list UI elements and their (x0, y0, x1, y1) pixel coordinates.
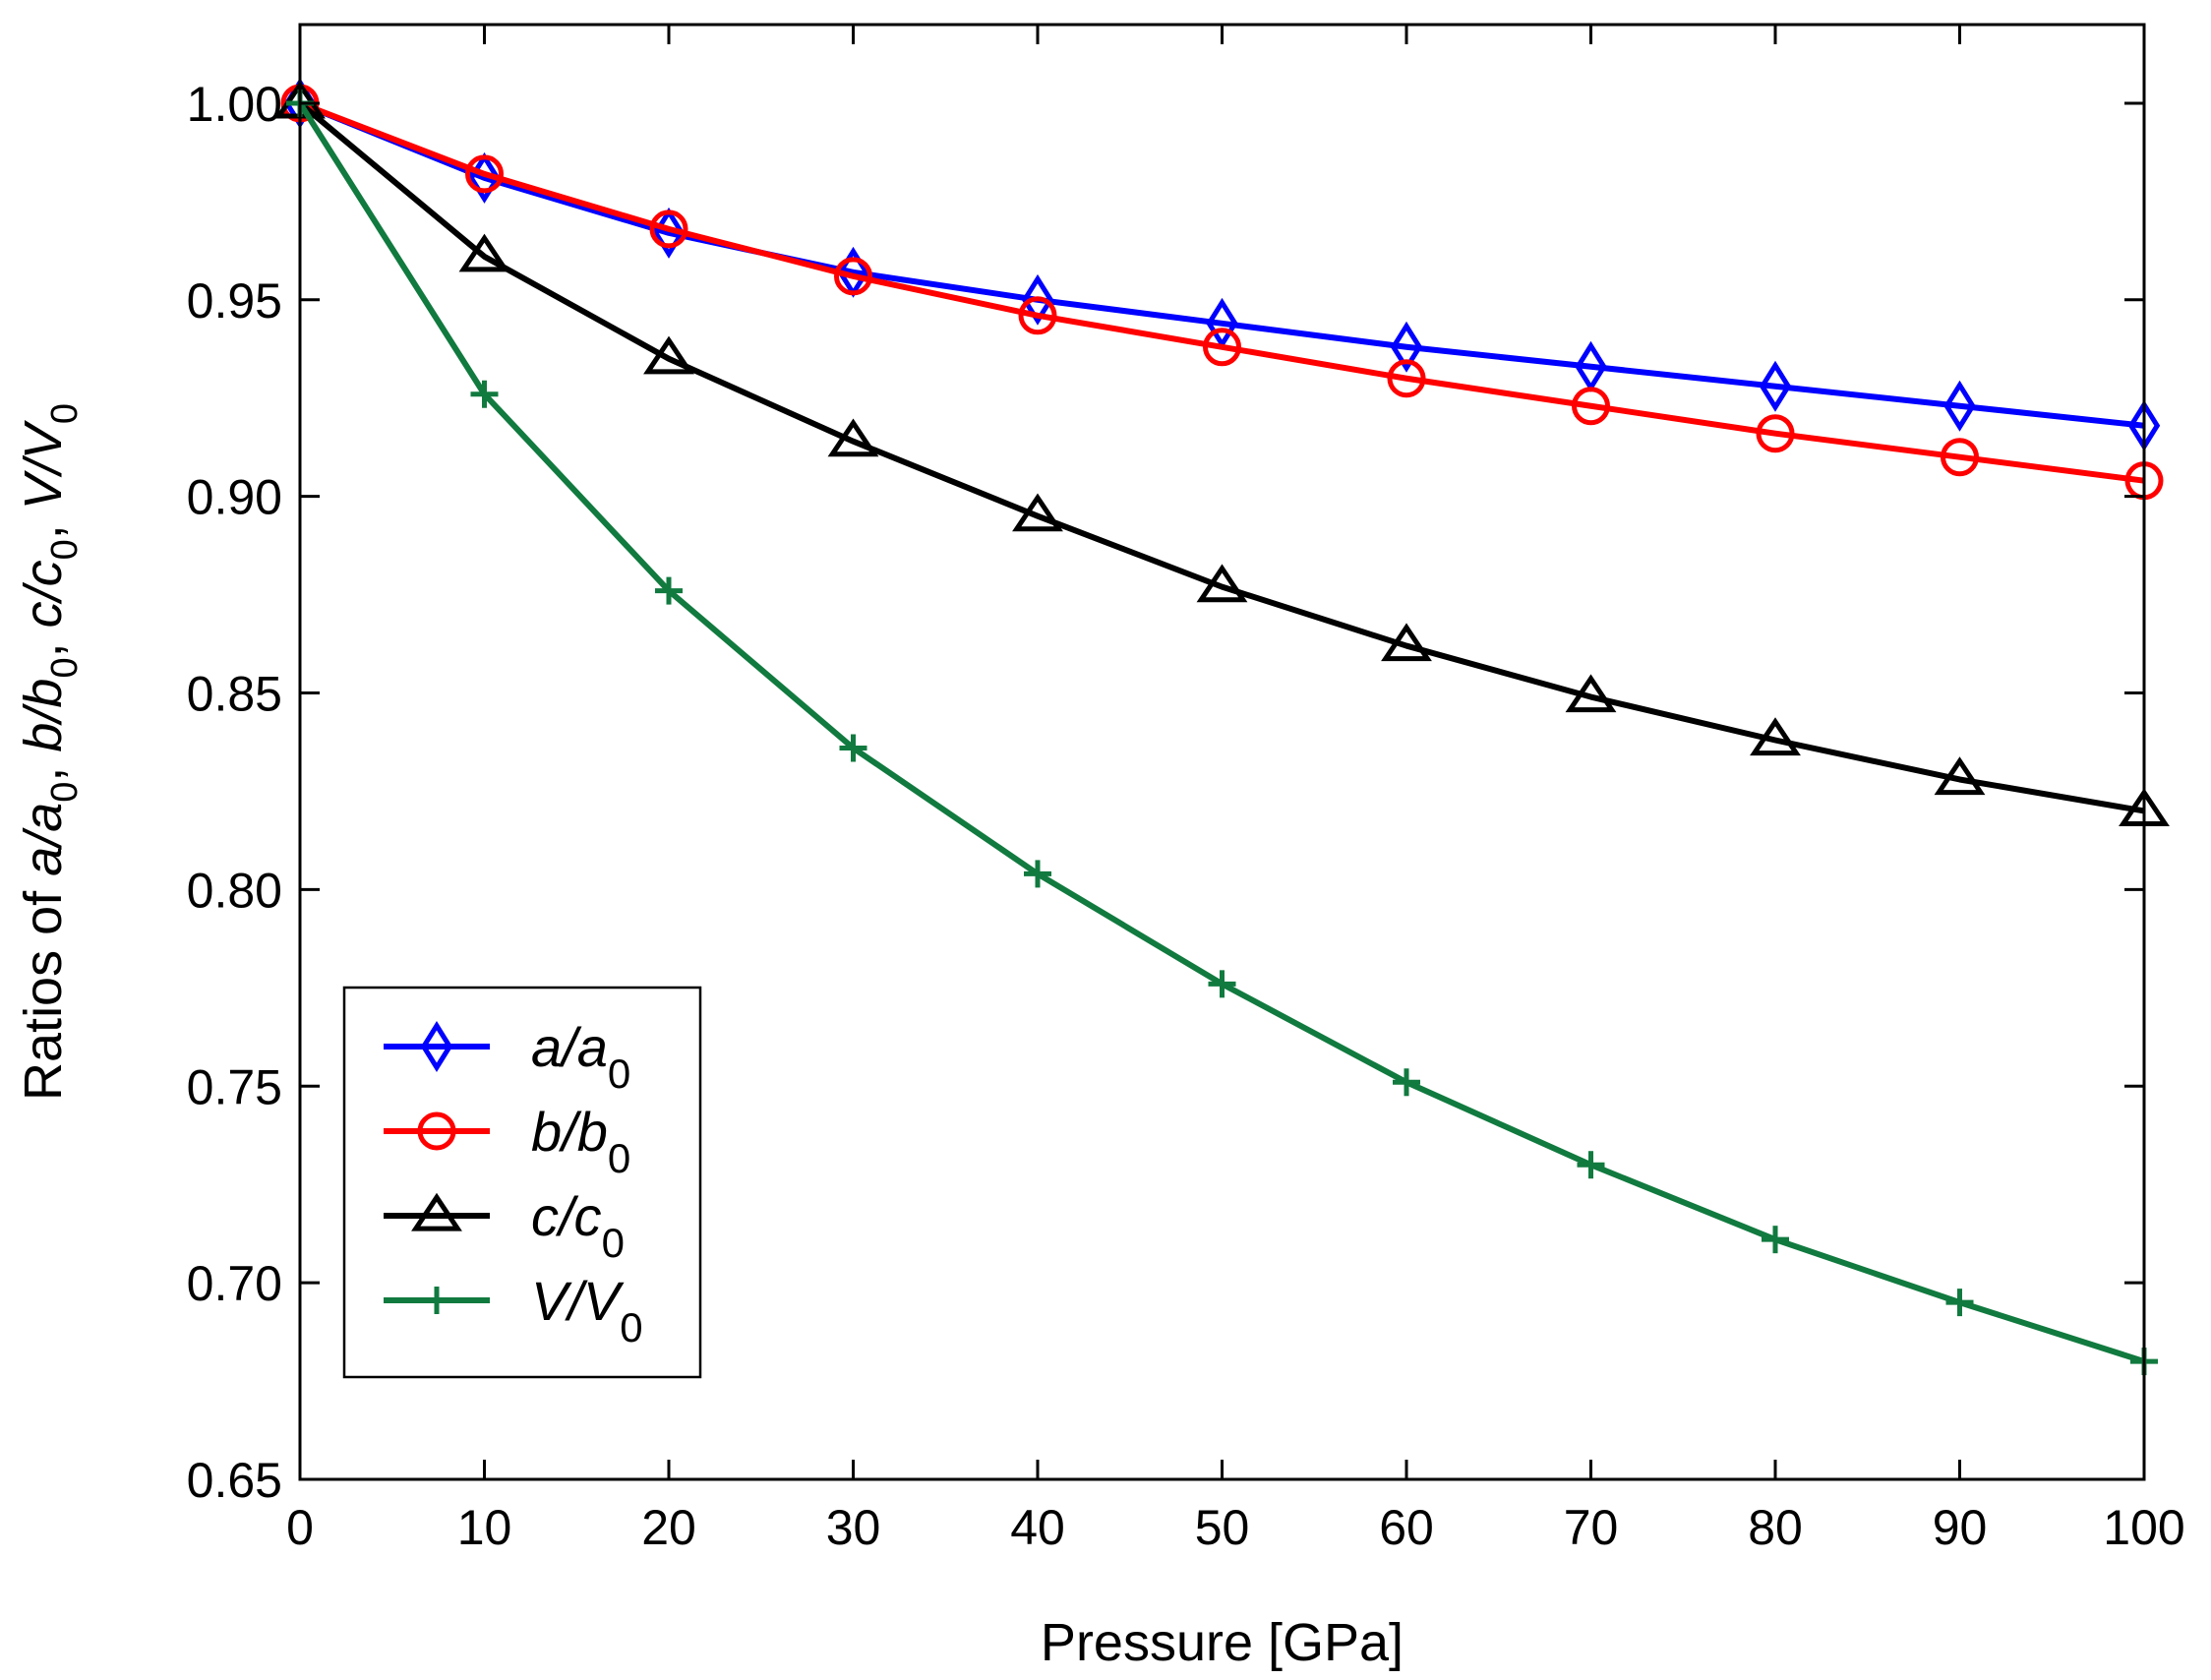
x-tick-label: 80 (1748, 1500, 1803, 1555)
point-2-1 (458, 233, 510, 272)
point-0-6 (1390, 321, 1423, 373)
point-0-9 (1943, 380, 1976, 432)
point-1-2 (649, 210, 688, 249)
x-tick-label: 60 (1379, 1500, 1434, 1555)
x-axis-title: Pressure [GPa] (1041, 1613, 1404, 1672)
x-tick-label: 70 (1564, 1500, 1619, 1555)
legend-item-V-V0: V/V0 (384, 1270, 643, 1350)
series-line-0 (298, 100, 2145, 429)
series-c-c0 (274, 80, 2170, 827)
point-1-6 (1387, 359, 1426, 398)
point-0-8 (1759, 360, 1792, 412)
series-line-2 (298, 100, 2145, 814)
x-tick-label: 90 (1933, 1500, 1988, 1555)
legend-marker (417, 1111, 456, 1151)
point-3-7 (1577, 1151, 1605, 1179)
y-tick-label: 0.70 (187, 1256, 282, 1311)
legend-marker (411, 1192, 462, 1231)
plot-area (274, 77, 2170, 1376)
point-3-8 (1762, 1226, 1789, 1254)
legend-marker (423, 1287, 450, 1314)
point-2-8 (1750, 717, 1801, 756)
point-3-2 (655, 576, 683, 605)
series-V-V0 (286, 89, 2158, 1376)
point-3-4 (1024, 860, 1051, 888)
y-tick-label: 1.00 (187, 77, 282, 132)
series-a-a0 (283, 77, 2161, 451)
point-1-3 (834, 257, 872, 296)
x-tick-label: 100 (2103, 1500, 2184, 1555)
point-2-5 (1196, 564, 1248, 603)
y-axis-title: Ratios of a/a0, b/b0, c/c0, V/V0 (14, 403, 86, 1101)
point-2-4 (1012, 493, 1063, 532)
point-1-7 (1572, 387, 1610, 426)
point-2-6 (1381, 623, 1432, 662)
point-1-9 (1941, 438, 1979, 477)
legend-label: V/V0 (531, 1270, 643, 1350)
x-tick-label: 40 (1010, 1500, 1065, 1555)
point-1-5 (1203, 328, 1241, 367)
y-tick-label: 0.75 (187, 1059, 282, 1114)
x-tick-label: 10 (457, 1500, 512, 1555)
y-tick-label: 0.80 (187, 863, 282, 918)
point-3-5 (1208, 970, 1236, 998)
x-tick-label: 20 (641, 1500, 696, 1555)
y-tick-label: 0.95 (187, 273, 282, 329)
x-tick-label: 0 (286, 1500, 314, 1555)
y-tick-label: 0.90 (187, 470, 282, 525)
legend-label: b/b0 (531, 1101, 630, 1181)
legend-label: a/a0 (531, 1016, 630, 1097)
legend-marker (420, 1021, 453, 1072)
series-b-b0 (280, 84, 2164, 501)
legend-label: c/c0 (531, 1185, 625, 1266)
point-3-1 (470, 380, 499, 408)
legend-item-b-b0: b/b0 (384, 1101, 630, 1181)
point-2-7 (1565, 674, 1617, 713)
point-0-4 (1021, 273, 1054, 326)
point-3-6 (1393, 1068, 1420, 1097)
series-line-1 (298, 100, 2145, 484)
x-tick-label: 30 (826, 1500, 881, 1555)
y-tick-label: 0.65 (187, 1453, 282, 1508)
point-3-9 (1945, 1289, 1974, 1317)
legend-box (342, 986, 702, 1379)
point-1-8 (1756, 414, 1795, 453)
y-tick-label: 0.85 (187, 667, 282, 722)
legend-item-c-c0: c/c0 (384, 1185, 625, 1266)
point-1-4 (1018, 296, 1057, 335)
point-2-3 (827, 418, 879, 457)
point-3-3 (839, 734, 867, 762)
legend: a/a0b/b0c/c0V/V0 (342, 986, 702, 1379)
point-1-1 (465, 154, 504, 194)
axes: 0 10 20 30 40 50 60 70 80 90 100 0.65 0.70 0.75 0.80 0.… (14, 23, 2185, 1672)
legend-item-a-a0: a/a0 (384, 1016, 630, 1097)
x-tick-label: 50 (1195, 1500, 1250, 1555)
point-2-2 (643, 335, 694, 375)
point-2-9 (1934, 756, 1986, 796)
